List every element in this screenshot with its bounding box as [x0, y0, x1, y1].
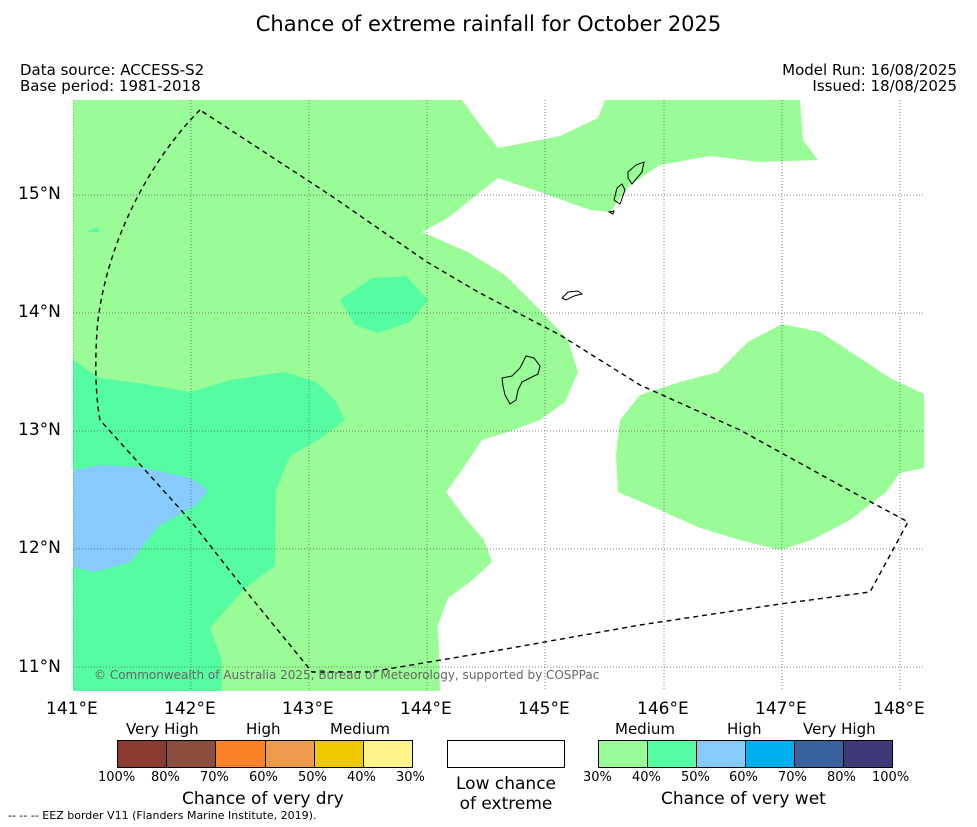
wet-tick: 70%	[778, 770, 807, 785]
lat-label-13n: 13°N	[18, 420, 61, 440]
high-wet-area-island	[340, 276, 428, 333]
wet-tick: 60%	[729, 770, 758, 785]
dry-tick: 100%	[98, 770, 136, 785]
dry-swatch	[167, 741, 217, 767]
rota-island	[561, 290, 584, 301]
lat-label-15n: 15°N	[18, 184, 61, 204]
dry-tick: 60%	[249, 770, 278, 785]
dry-tick: 40%	[347, 770, 376, 785]
dry-colorbar	[117, 740, 413, 768]
rainfall-map	[73, 100, 924, 691]
wet-tick: 40%	[632, 770, 661, 785]
eez-border-note: -- -- -- EEZ border V11 (Flanders Marine…	[8, 809, 317, 822]
wet-colorbar	[598, 740, 893, 768]
wet-swatch	[746, 741, 795, 767]
wet-tick: 100%	[872, 770, 910, 785]
wet-category-high: High	[727, 720, 762, 738]
dry-legend-title: Chance of very dry	[182, 789, 344, 809]
graticule	[73, 100, 924, 691]
lat-label-11n: 11°N	[18, 657, 61, 677]
low-chance-line1: Low chance	[456, 774, 556, 794]
wet-swatch	[697, 741, 746, 767]
saipan-island	[627, 161, 645, 185]
wet-category-very-high: Very High	[803, 720, 876, 738]
very-high-wet-area	[73, 465, 208, 572]
wet-swatch	[795, 741, 844, 767]
map-title: Chance of extreme rainfall for October 2…	[255, 12, 722, 36]
lat-label-12n: 12°N	[18, 538, 61, 558]
wet-category-medium: Medium	[615, 720, 675, 738]
meta-left: Data source: ACCESS-S2 Base period: 1981…	[20, 62, 204, 94]
low-chance-line2: of extreme	[459, 794, 553, 814]
aguijan-island	[607, 210, 615, 215]
wet-swatch	[599, 741, 648, 767]
tinian-island	[613, 183, 626, 205]
wet-swatch	[648, 741, 697, 767]
lon-label-145e: 145°E	[518, 699, 570, 719]
issued-date: Issued: 18/08/2025	[812, 77, 957, 95]
copyright-notice: © Commonwealth of Australia 2025, Bureau…	[94, 668, 600, 682]
dry-swatch	[265, 741, 315, 767]
high-wet-spot	[86, 227, 99, 232]
wet-tick: 80%	[827, 770, 856, 785]
base-period: Base period: 1981-2018	[20, 77, 201, 95]
dry-tick: 70%	[200, 770, 229, 785]
guam-island	[501, 355, 541, 405]
lon-label-146e: 146°E	[637, 699, 689, 719]
dry-swatch	[363, 741, 413, 767]
medium-wet-area-east	[616, 324, 924, 550]
islands	[501, 161, 645, 405]
dry-tick: 50%	[298, 770, 327, 785]
dry-category-high: High	[246, 720, 281, 738]
lon-label-141e: 141°E	[46, 699, 98, 719]
lon-label-142e: 142°E	[164, 699, 216, 719]
dry-swatch	[118, 741, 168, 767]
eez-border	[95, 109, 909, 673]
meta-right: Model Run: 16/08/2025 Issued: 18/08/2025	[782, 62, 957, 94]
wet-tick: 30%	[583, 770, 612, 785]
low-chance-label: Low chance of extreme	[447, 774, 565, 814]
dry-tick: 80%	[151, 770, 180, 785]
low-chance-swatch	[447, 740, 565, 768]
dry-tick: 30%	[396, 770, 425, 785]
wet-legend-title: Chance of very wet	[661, 789, 826, 809]
dry-swatch	[216, 741, 266, 767]
dry-category-medium: Medium	[330, 720, 390, 738]
lon-label-148e: 148°E	[873, 699, 925, 719]
lon-label-147e: 147°E	[755, 699, 807, 719]
data-source: Data source: ACCESS-S2	[20, 61, 205, 79]
high-wet-area-south	[73, 360, 345, 691]
wet-swatch	[844, 741, 892, 767]
dry-category-very-high: Very High	[126, 720, 199, 738]
dry-swatch	[314, 741, 364, 767]
lon-label-144e: 144°E	[400, 699, 452, 719]
lon-label-143e: 143°E	[282, 699, 334, 719]
model-run: Model Run: 16/08/2025	[782, 61, 957, 79]
wet-tick: 50%	[681, 770, 710, 785]
lat-label-14n: 14°N	[18, 302, 61, 322]
